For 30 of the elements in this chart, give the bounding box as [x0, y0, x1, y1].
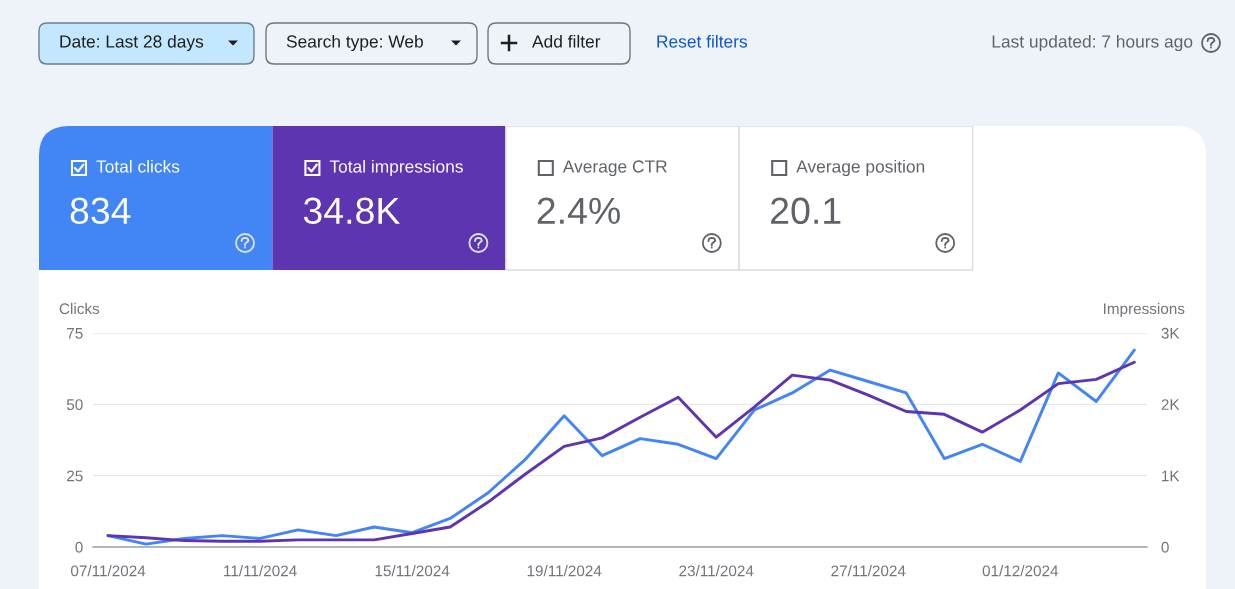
y-tick-label: 50 — [66, 399, 83, 411]
y2-axis-title: Impressions — [1104, 302, 1185, 318]
text: 2.4% — [537, 197, 620, 224]
y-axis-title: Clicks — [59, 302, 100, 315]
y2-tick-label: 2K — [1161, 399, 1180, 410]
x-tick-label: 11/11/2024 — [224, 565, 297, 577]
text: Total clicks — [96, 159, 180, 173]
text: 834 — [70, 197, 131, 225]
text: Average position — [796, 159, 925, 177]
x-tick-label: 15/11/2024 — [375, 565, 450, 577]
text: Last updated: 7 hours ago — [992, 34, 1193, 52]
x-tick-label: 23/11/2024 — [679, 565, 754, 577]
x-tick-label: 27/11/2024 — [831, 565, 906, 577]
text: Date: Last 28 days — [60, 34, 204, 52]
y-tick-label: 0 — [75, 541, 83, 553]
y-tick-label: 75 — [67, 328, 83, 339]
text: Search type: Web — [286, 34, 423, 52]
text: Reset filters — [657, 34, 748, 48]
x-tick-label: 01/12/2024 — [982, 565, 1059, 577]
x-tick-label: 07/11/2024 — [70, 565, 146, 577]
y2-tick-label: 1K — [1162, 470, 1180, 482]
y2-tick-label: 0 — [1161, 541, 1169, 553]
text: Add filter — [532, 34, 601, 48]
text: 34.8K — [303, 197, 400, 225]
text: Total impressions — [329, 159, 463, 177]
text: Average CTR — [562, 160, 667, 177]
y2-tick-label: 3K — [1161, 327, 1180, 339]
x-tick-label: 19/11/2024 — [527, 565, 602, 577]
text: 20.1 — [771, 197, 841, 225]
y-tick-label: 25 — [67, 470, 83, 482]
